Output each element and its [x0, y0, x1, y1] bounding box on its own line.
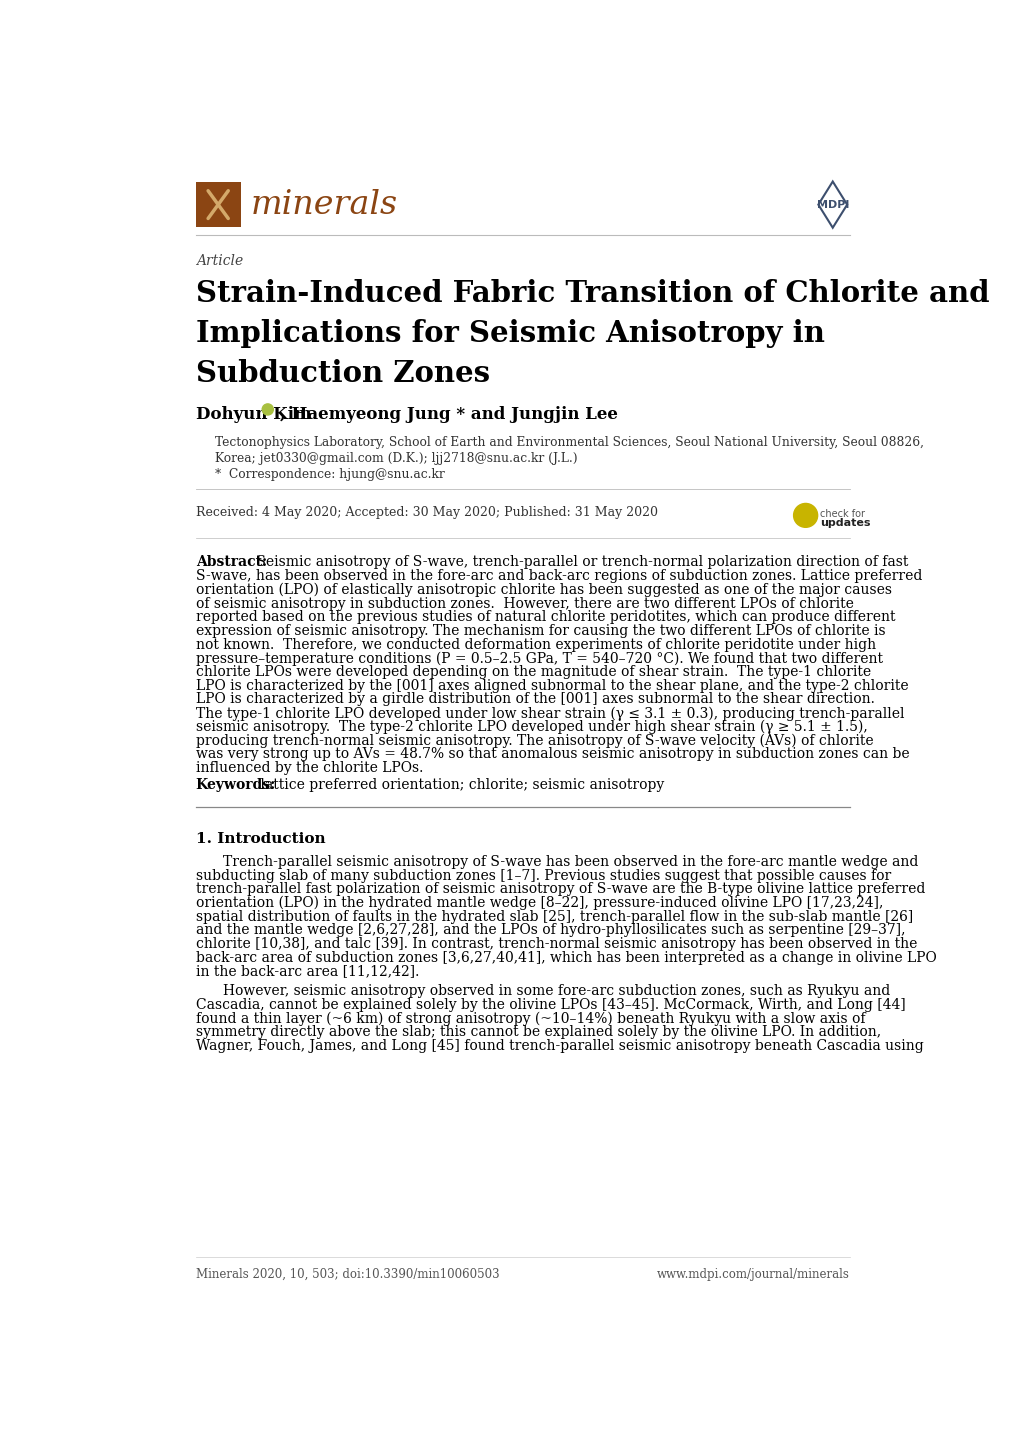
Text: www.mdpi.com/journal/minerals: www.mdpi.com/journal/minerals [656, 1268, 849, 1280]
Text: of seismic anisotropy in subduction zones.  However, there are two different LPO: of seismic anisotropy in subduction zone… [196, 597, 853, 610]
Text: chlorite [10,38], and talc [39]. In contrast, trench-normal seismic anisotropy h: chlorite [10,38], and talc [39]. In cont… [196, 937, 916, 952]
Text: Trench-parallel seismic anisotropy of S-wave has been observed in the fore-arc m: Trench-parallel seismic anisotropy of S-… [222, 855, 917, 868]
Text: Minerals 2020, 10, 503; doi:10.3390/min10060503: Minerals 2020, 10, 503; doi:10.3390/min1… [196, 1268, 499, 1280]
Text: influenced by the chlorite LPOs.: influenced by the chlorite LPOs. [196, 761, 423, 774]
Text: Article: Article [196, 254, 243, 268]
Text: not known.  Therefore, we conducted deformation experiments of chlorite peridoti: not known. Therefore, we conducted defor… [196, 637, 875, 652]
Circle shape [793, 503, 817, 528]
Text: minerals: minerals [251, 189, 397, 221]
Text: symmetry directly above the slab; this cannot be explained solely by the olivine: symmetry directly above the slab; this c… [196, 1025, 880, 1040]
Text: Implications for Seismic Anisotropy in: Implications for Seismic Anisotropy in [196, 319, 823, 348]
Text: Seismic anisotropy of S-wave, trench-parallel or trench-normal polarization dire: Seismic anisotropy of S-wave, trench-par… [252, 555, 908, 570]
Text: orientation (LPO) in the hydrated mantle wedge [8–22], pressure-induced olivine : orientation (LPO) in the hydrated mantle… [196, 895, 882, 910]
Text: Korea; jet0330@gmail.com (D.K.); ljj2718@snu.ac.kr (J.L.): Korea; jet0330@gmail.com (D.K.); ljj2718… [215, 451, 577, 464]
Text: lattice preferred orientation; chlorite; seismic anisotropy: lattice preferred orientation; chlorite;… [256, 777, 663, 792]
Text: iD: iD [263, 405, 272, 414]
Text: subducting slab of many subduction zones [1–7]. Previous studies suggest that po: subducting slab of many subduction zones… [196, 868, 890, 883]
Text: Tectonophysics Laboratory, School of Earth and Environmental Sciences, Seoul Nat: Tectonophysics Laboratory, School of Ear… [215, 435, 923, 448]
Text: updates: updates [819, 519, 870, 528]
Text: check for: check for [819, 509, 864, 519]
Text: LPO is characterized by a girdle distribution of the [001] axes subnormal to the: LPO is characterized by a girdle distrib… [196, 692, 873, 707]
Text: Received: 4 May 2020; Accepted: 30 May 2020; Published: 31 May 2020: Received: 4 May 2020; Accepted: 30 May 2… [196, 506, 657, 519]
Text: reported based on the previous studies of natural chlorite peridotites, which ca: reported based on the previous studies o… [196, 610, 895, 624]
Text: Wagner, Fouch, James, and Long [45] found trench-parallel seismic anisotropy ben: Wagner, Fouch, James, and Long [45] foun… [196, 1040, 922, 1053]
Text: expression of seismic anisotropy. The mechanism for causing the two different LP: expression of seismic anisotropy. The me… [196, 624, 884, 637]
Text: *  Correspondence: hjung@snu.ac.kr: * Correspondence: hjung@snu.ac.kr [215, 467, 444, 480]
Text: chlorite LPOs were developed depending on the magnitude of shear strain.  The ty: chlorite LPOs were developed depending o… [196, 665, 870, 679]
Text: pressure–temperature conditions (P = 0.5–2.5 GPa, T = 540–720 °C). We found that: pressure–temperature conditions (P = 0.5… [196, 652, 881, 666]
Text: The type-1 chlorite LPO developed under low shear strain (γ ≤ 3.1 ± 0.3), produc: The type-1 chlorite LPO developed under … [196, 707, 903, 721]
Text: trench-parallel fast polarization of seismic anisotropy of S-wave are the B-type: trench-parallel fast polarization of sei… [196, 883, 924, 897]
Text: Keywords:: Keywords: [196, 777, 276, 792]
Text: producing trench-normal seismic anisotropy. The anisotropy of S-wave velocity (A: producing trench-normal seismic anisotro… [196, 734, 872, 748]
Text: Strain-Induced Fabric Transition of Chlorite and: Strain-Induced Fabric Transition of Chlo… [196, 278, 988, 307]
Text: and the mantle wedge [2,6,27,28], and the LPOs of hydro-phyllosilicates such as : and the mantle wedge [2,6,27,28], and th… [196, 923, 904, 937]
FancyBboxPatch shape [196, 182, 240, 226]
Text: Dohyun Kim: Dohyun Kim [196, 407, 311, 424]
Text: seismic anisotropy.  The type-2 chlorite LPO developed under high shear strain (: seismic anisotropy. The type-2 chlorite … [196, 720, 866, 734]
Text: LPO is characterized by the [001] axes aligned subnormal to the shear plane, and: LPO is characterized by the [001] axes a… [196, 679, 908, 692]
Text: , Haemyeong Jung * and Jungjin Lee: , Haemyeong Jung * and Jungjin Lee [280, 407, 618, 424]
Circle shape [262, 404, 273, 415]
Text: However, seismic anisotropy observed in some fore-arc subduction zones, such as : However, seismic anisotropy observed in … [222, 985, 890, 998]
Text: Subduction Zones: Subduction Zones [196, 359, 489, 388]
Text: spatial distribution of faults in the hydrated slab [25], trench-parallel flow i: spatial distribution of faults in the hy… [196, 910, 912, 924]
Text: Cascadia, cannot be explained solely by the olivine LPOs [43–45]. McCormack, Wir: Cascadia, cannot be explained solely by … [196, 998, 905, 1012]
Text: S-wave, has been observed in the fore-arc and back-arc regions of subduction zon: S-wave, has been observed in the fore-ar… [196, 570, 921, 583]
Text: ✓: ✓ [800, 509, 809, 522]
Text: was very strong up to AVs = 48.7% so that anomalous seismic anisotropy in subduc: was very strong up to AVs = 48.7% so tha… [196, 747, 908, 761]
Text: 1. Introduction: 1. Introduction [196, 832, 325, 845]
Text: in the back-arc area [11,12,42].: in the back-arc area [11,12,42]. [196, 965, 419, 979]
Text: orientation (LPO) of elastically anisotropic chlorite has been suggested as one : orientation (LPO) of elastically anisotr… [196, 583, 891, 597]
Text: MDPI: MDPI [816, 199, 848, 209]
Text: Abstract:: Abstract: [196, 555, 267, 570]
Text: back-arc area of subduction zones [3,6,27,40,41], which has been interpreted as : back-arc area of subduction zones [3,6,2… [196, 950, 935, 965]
Text: found a thin layer (~6 km) of strong anisotropy (~10–14%) beneath Ryukyu with a : found a thin layer (~6 km) of strong ani… [196, 1012, 864, 1027]
